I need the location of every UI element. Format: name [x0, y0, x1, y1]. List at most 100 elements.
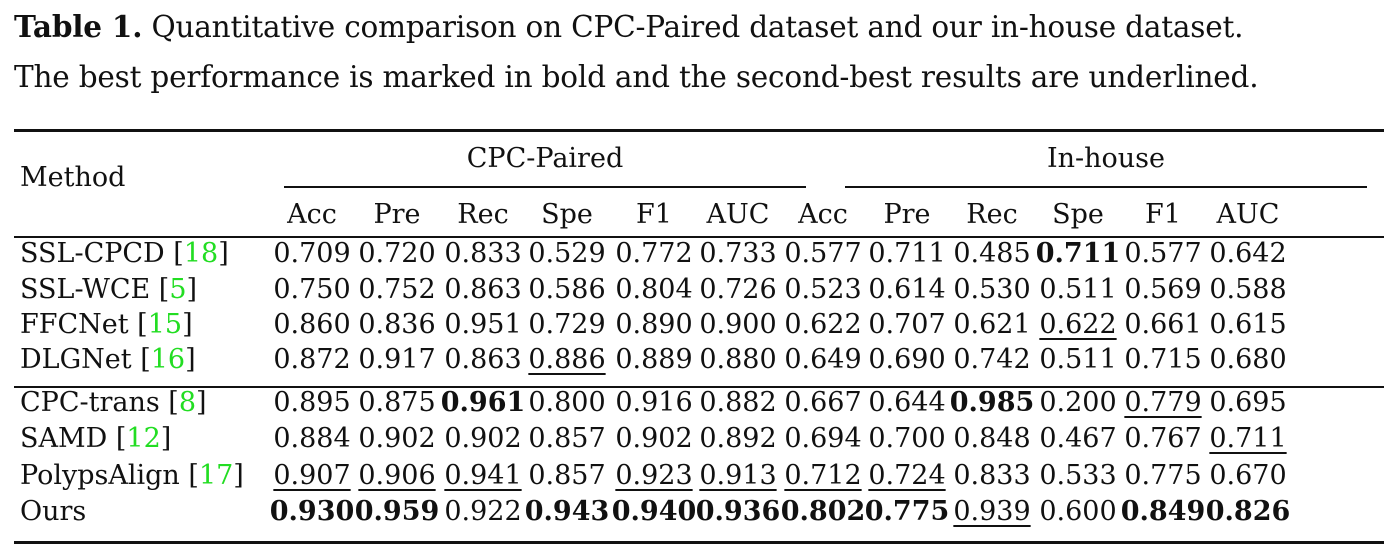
cell-value: 0.733: [699, 238, 777, 269]
table-cell-auc-inhouse: 0.615: [1205, 307, 1291, 343]
table-cell-f1-inhouse: 0.779: [1120, 385, 1206, 421]
method-name: FFCNet [15]: [20, 307, 193, 343]
table-cell-pre-inhouse: 0.644: [864, 385, 950, 421]
table-cell-acc-cpc: 0.872: [269, 342, 355, 378]
cell-value: 0.849: [1120, 496, 1206, 527]
table-cell-acc-inhouse: 0.712: [780, 458, 866, 494]
group-rule-cpc-paired: [284, 186, 806, 188]
cell-value: 0.622: [1039, 309, 1117, 340]
table-cell-acc-cpc: 0.907: [269, 458, 355, 494]
table-cell-spe-cpc: 0.886: [524, 342, 610, 378]
table-cell-rec-cpc: 0.941: [440, 458, 526, 494]
cell-value: 0.863: [444, 344, 522, 375]
cell-value: 0.644: [868, 387, 946, 418]
cell-value: 0.767: [1124, 423, 1202, 454]
table-cell-f1-inhouse: 0.577: [1120, 236, 1206, 272]
cell-value: 0.511: [1039, 274, 1117, 305]
citation-link[interactable]: 17: [198, 460, 234, 491]
table-cell-f1-cpc: 0.940: [611, 494, 697, 530]
cell-value: 0.467: [1039, 423, 1117, 454]
cell-value: 0.724: [868, 460, 946, 491]
table-caption: Table 1. Quantitative comparison on CPC-…: [14, 2, 1384, 102]
method-label: CPC-trans: [20, 387, 160, 418]
cell-value: 0.642: [1209, 238, 1287, 269]
cell-value: 0.742: [953, 344, 1031, 375]
table-cell-auc-inhouse: 0.695: [1205, 385, 1291, 421]
group-rule-in-house: [845, 186, 1367, 188]
table-cell-auc-cpc: 0.733: [695, 236, 781, 272]
citation-open-bracket: [: [164, 238, 184, 269]
method-label: SSL-WCE: [20, 274, 151, 305]
group-header-cpc-paired: CPC-Paired: [466, 143, 624, 174]
cell-value: 0.707: [868, 309, 946, 340]
cell-value: 0.886: [528, 344, 606, 375]
cell-value: 0.729: [528, 309, 606, 340]
citation-link[interactable]: 15: [147, 309, 183, 340]
cell-value: 0.826: [1205, 496, 1291, 527]
table-cell-auc-inhouse: 0.711: [1205, 421, 1291, 457]
method-label: DLGNet: [20, 344, 132, 375]
citation-close-bracket: ]: [218, 238, 229, 269]
citation-close-bracket: ]: [185, 344, 196, 375]
caption-line-2: The best performance is marked in bold a…: [14, 60, 1259, 94]
citation-open-bracket: [: [179, 460, 199, 491]
table-cell-f1-inhouse: 0.775: [1120, 458, 1206, 494]
table-cell-auc-cpc: 0.880: [695, 342, 781, 378]
table-cell-rec-inhouse: 0.485: [949, 236, 1035, 272]
citation-link[interactable]: 5: [169, 274, 187, 305]
citation-link[interactable]: 18: [183, 238, 219, 269]
cell-value: 0.711: [1035, 238, 1121, 269]
table-cell-f1-inhouse: 0.569: [1120, 272, 1206, 308]
citation-close-bracket: ]: [182, 309, 193, 340]
table-cell-rec-inhouse: 0.621: [949, 307, 1035, 343]
method-label: PolypsAlign: [20, 460, 180, 491]
metric-header-auc-cpc: AUC: [706, 199, 770, 230]
cell-value: 0.615: [1209, 309, 1287, 340]
cell-value: 0.895: [273, 387, 351, 418]
cell-value: 0.959: [354, 496, 440, 527]
table-cell-rec-cpc: 0.961: [440, 385, 526, 421]
table-cell-rec-cpc: 0.833: [440, 236, 526, 272]
cell-value: 0.711: [868, 238, 946, 269]
table-cell-spe-inhouse: 0.600: [1035, 494, 1121, 530]
method-name: Ours: [20, 494, 86, 530]
cell-value: 0.902: [615, 423, 693, 454]
citation-link[interactable]: 8: [178, 387, 197, 418]
cell-value: 0.750: [273, 274, 351, 305]
caption-line-1: Table 1. Quantitative comparison on CPC-…: [14, 2, 1384, 52]
method-label: FFCNet: [20, 309, 129, 340]
table-cell-f1-cpc: 0.889: [611, 342, 697, 378]
cell-value: 0.836: [358, 309, 436, 340]
table-cell-auc-cpc: 0.726: [695, 272, 781, 308]
cell-value: 0.860: [273, 309, 351, 340]
cell-value: 0.890: [615, 309, 693, 340]
cell-value: 0.943: [524, 496, 610, 527]
metric-header-auc-inhouse: AUC: [1216, 199, 1280, 230]
table-cell-auc-cpc: 0.900: [695, 307, 781, 343]
table-cell-spe-inhouse: 0.200: [1035, 385, 1121, 421]
table-cell-acc-cpc: 0.884: [269, 421, 355, 457]
cell-value: 0.577: [784, 238, 862, 269]
cell-value: 0.779: [1124, 387, 1202, 418]
cell-value: 0.622: [784, 309, 862, 340]
table-cell-spe-inhouse: 0.511: [1035, 272, 1121, 308]
citation-close-bracket: ]: [160, 423, 172, 454]
cell-value: 0.907: [273, 460, 351, 491]
table-cell-rec-cpc: 0.863: [440, 342, 526, 378]
table-cell-f1-inhouse: 0.661: [1120, 307, 1206, 343]
metric-header-rec-inhouse: Rec: [966, 199, 1018, 230]
cell-value: 0.752: [358, 274, 436, 305]
cell-value: 0.700: [868, 423, 946, 454]
table-cell-rec-cpc: 0.922: [440, 494, 526, 530]
citation-link[interactable]: 12: [126, 423, 161, 454]
cell-value: 0.621: [953, 309, 1031, 340]
table-cell-pre-cpc: 0.906: [354, 458, 440, 494]
metric-header-spe-cpc: Spe: [541, 199, 593, 230]
citation-link[interactable]: 16: [150, 344, 186, 375]
cell-value: 0.936: [695, 496, 781, 527]
cell-value: 0.680: [1209, 344, 1287, 375]
cell-value: 0.600: [1039, 496, 1117, 527]
table-cell-auc-inhouse: 0.642: [1205, 236, 1291, 272]
table-cell-auc-inhouse: 0.588: [1205, 272, 1291, 308]
cell-value: 0.614: [868, 274, 946, 305]
